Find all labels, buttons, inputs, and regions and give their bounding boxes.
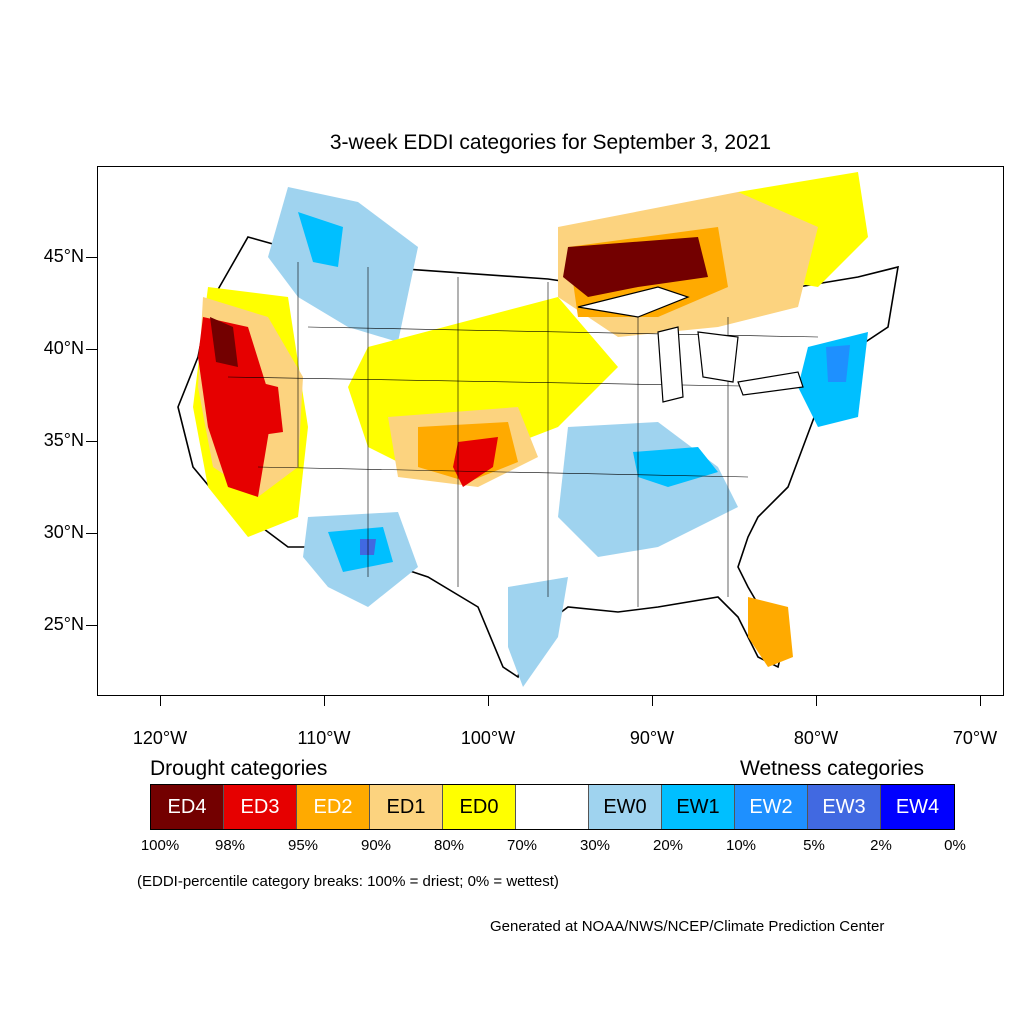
conus-map (177, 172, 899, 687)
percentile-label: 2% (870, 837, 892, 854)
lat-tick (86, 349, 97, 350)
lat-label-25: 25°N (43, 614, 84, 634)
drought-ed4-california (210, 317, 238, 367)
lon-label-110: 110°W (297, 728, 351, 748)
legend-label: EW4 (895, 795, 940, 818)
legend-box-neutral (516, 785, 589, 829)
lon-label-100: 100°W (460, 728, 516, 748)
lon-label-80: 80°W (793, 728, 839, 748)
wet-region-texas-coast (508, 577, 568, 687)
drought-legend-title: Drought categories (150, 757, 328, 780)
percentile-label: 10% (725, 837, 757, 854)
map-plot-area (97, 166, 1004, 696)
lon-tick (652, 696, 653, 706)
legend-box-ew1: EW1 (662, 785, 735, 829)
lon-label-90: 90°W (629, 728, 675, 748)
lat-tick (86, 625, 97, 626)
lat-label-40: 40°N (43, 338, 84, 358)
legend-box-ew0: EW0 (589, 785, 662, 829)
wetness-legend-title: Wetness categories (740, 757, 925, 780)
lat-label-30: 30°N (43, 522, 84, 542)
lat-label-35: 35°N (43, 430, 84, 450)
legend-box-ew4: EW4 (881, 785, 954, 829)
great-lakes (577, 286, 804, 403)
legend-box-ew3: EW3 (808, 785, 881, 829)
lon-label-70: 70°W (952, 728, 998, 748)
legend-label: EW1 (676, 795, 720, 818)
lat-tick (86, 533, 97, 534)
percentile-label: 5% (803, 837, 825, 854)
percentile-label: 20% (652, 837, 684, 854)
lat-tick (86, 441, 97, 442)
percentile-label: 70% (506, 837, 538, 854)
drought-ed2-florida (748, 597, 793, 667)
lon-label-120: 120°W (132, 728, 188, 748)
legend-label: ED1 (386, 795, 426, 818)
category-breaks-note: (EDDI-percentile category breaks: 100% =… (137, 873, 559, 890)
percentile-label: 80% (433, 837, 465, 854)
wet-region-northeast-core (826, 345, 850, 382)
lon-tick (980, 696, 981, 706)
legend-label: ED3 (240, 795, 280, 818)
wet-region-ohio-valley (633, 447, 718, 487)
legend-box-ew2: EW2 (735, 785, 808, 829)
wet-region-northwest-core (298, 212, 343, 267)
category-colorbar: ED4 ED3 ED2 ED1 ED0 EW0 EW1 EW2 EW3 EW4 (150, 784, 955, 830)
credit-line: Generated at NOAA/NWS/NCEP/Climate Predi… (490, 918, 885, 935)
legend-box-ed3: ED3 (224, 785, 297, 829)
percentile-label: 98% (214, 837, 246, 854)
percentile-label: 0% (944, 837, 966, 854)
lon-tick (816, 696, 817, 706)
legend-label: ED4 (167, 795, 207, 818)
legend-label: ED0 (459, 795, 499, 818)
percentile-label: 90% (360, 837, 392, 854)
drought-ed3-nevada (238, 377, 283, 437)
lon-tick (324, 696, 325, 706)
legend-label: EW0 (603, 795, 647, 818)
drought-ed3-kansas (453, 437, 498, 487)
legend-box-ed1: ED1 (370, 785, 443, 829)
legend-box-ed0: ED0 (443, 785, 516, 829)
percentile-label: 95% (287, 837, 319, 854)
percentile-label: 30% (579, 837, 611, 854)
legend-box-ed4: ED4 (151, 785, 224, 829)
legend-label: EW3 (822, 795, 866, 818)
lon-tick (488, 696, 489, 706)
lat-tick (86, 257, 97, 258)
legend-label: ED2 (313, 795, 353, 818)
lon-tick (160, 696, 161, 706)
drought-ed4-lake-superior (563, 237, 708, 297)
legend-box-ed2: ED2 (297, 785, 370, 829)
percentile-label: 100% (140, 837, 180, 854)
lat-label-45: 45°N (43, 246, 84, 266)
legend-label: EW2 (749, 795, 793, 818)
map-title: 3-week EDDI categories for September 3, … (329, 131, 772, 154)
